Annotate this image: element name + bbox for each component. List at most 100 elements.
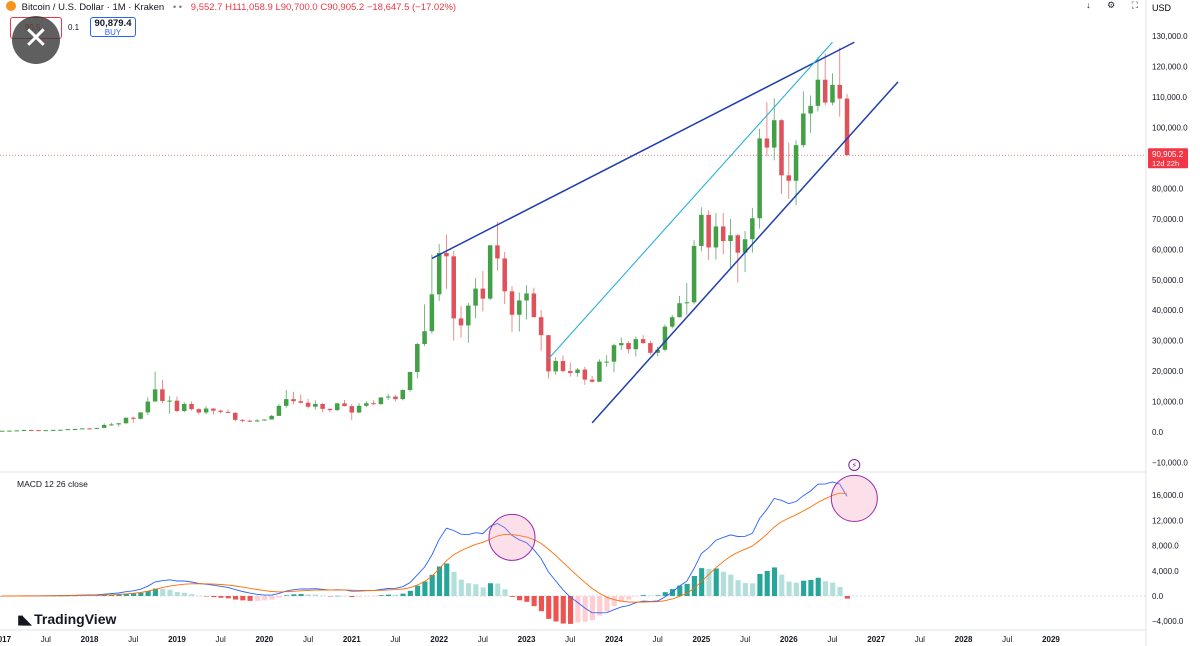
candle-body [538,317,544,336]
candle-body [735,235,741,253]
macd-bar [342,595,348,597]
candle-body [145,401,151,413]
candle-body [138,412,143,419]
arrow-down-icon[interactable]: ↓ [1086,0,1091,10]
macd-bar [436,566,443,596]
macd-bar [334,595,341,597]
candle-body [815,79,821,106]
macd-bar [502,589,508,596]
macd-bar [291,594,297,596]
logo-text: TradingView [34,611,117,627]
candle-body [495,245,500,259]
candle-body [109,424,114,426]
time-tick-label: 2029 [1042,635,1060,644]
candle-body [429,294,435,332]
macd-bar [232,596,239,600]
macd-bar [706,569,712,596]
macd-bar [458,579,464,596]
macd-bar [415,585,421,596]
macd-title: MACD 12 26 close [17,479,88,489]
candle-body [298,401,304,403]
price-tick-label: 80,000.0 [1152,184,1184,193]
current-price-label: 90,905.2 [1152,150,1184,159]
tradingview-logo: ▮◣ TradingView [17,611,116,628]
candle-body [123,417,129,424]
candle-body [356,405,362,413]
macd-tick-label: 0.0 [1152,592,1164,601]
candle-body [36,430,41,432]
settings-icon[interactable]: ⚙ [1107,0,1116,10]
symbol-title[interactable]: Bitcoin / U.S. Dollar · 1M · Kraken [21,2,165,13]
macd-bar [298,594,304,596]
macd-bar [575,596,581,623]
price-tick-label: 40,000.0 [1152,306,1184,315]
time-tick-label: 2025 [692,635,710,644]
price-tick-label: 30,000.0 [1152,337,1184,346]
buy-button[interactable]: 90,879.4 BUY [90,17,136,37]
price-tick-label: 100,000.0 [1152,124,1188,133]
candle-body [283,399,289,406]
candle-body [517,300,522,315]
candle-body [334,403,340,411]
candle-body [793,145,799,181]
candle-body [786,175,792,181]
macd-bar [123,593,129,596]
candle-body [633,339,639,350]
macd-histogram [0,563,850,624]
macd-bar [145,590,151,596]
currency-label[interactable]: USD [1152,3,1172,13]
macd-bar [87,595,93,597]
macd-bar [662,592,668,596]
macd-bar [131,593,137,596]
candle-body [378,397,384,405]
candle-body [480,288,486,299]
fullscreen-icon[interactable]: ⛶ [1131,0,1138,10]
price-tick-label: 120,000.0 [1152,63,1188,72]
macd-line [2,481,848,614]
candle-body [582,369,588,380]
price-tick-label: 60,000.0 [1152,245,1184,254]
candle-body [189,403,194,410]
macd-bar [560,596,566,624]
candle-body [101,424,107,428]
candle-body [50,429,56,431]
candle-body [801,113,806,146]
macd-bar [764,571,770,596]
close-icon[interactable]: ✕ [12,16,60,64]
macd-bar [633,596,639,597]
macd-bar [320,595,326,596]
macd-tick-label: −4,000.0 [1152,617,1184,626]
candle-body [21,429,27,431]
price-tick-label: 50,000.0 [1152,276,1184,285]
macd-bar [538,596,544,612]
macd-bar [618,596,625,602]
candle-body [254,420,260,422]
macd-bar [822,581,829,596]
candle-body [87,428,92,430]
macd-bar [269,596,275,600]
candle-body [247,420,253,422]
candle-body [342,403,347,407]
candle-body [225,411,231,413]
candle-body [29,429,34,431]
macd-bar [349,596,355,598]
candle-body [65,429,70,431]
candle-body [240,419,245,421]
candle-body [524,293,529,301]
candle-body [364,403,369,406]
candle-body [305,402,311,407]
macd-bar [422,581,428,596]
buy-price: 90,879.4 [94,18,132,29]
macd-bar [94,595,100,597]
candle-body [589,379,595,382]
candle-body [58,429,63,431]
candle-body [597,361,602,382]
macd-bar [771,567,778,596]
quantity-field[interactable]: 0.1 [68,23,80,32]
candle-body [72,429,78,431]
candle-body [553,361,558,372]
time-tick-label: 2018 [81,635,99,644]
macd-bar [378,595,384,596]
time-tick-label: 2023 [518,635,536,644]
